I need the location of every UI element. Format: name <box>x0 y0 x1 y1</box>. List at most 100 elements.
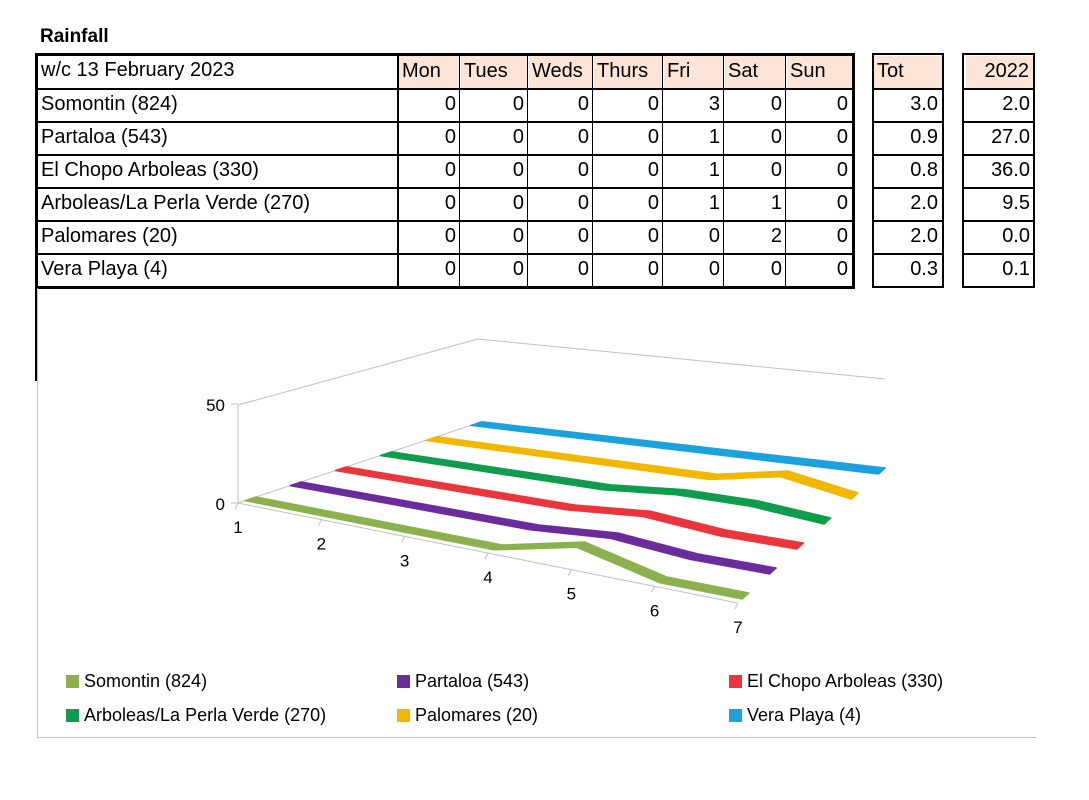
rain-value: 0 <box>708 258 720 280</box>
page-title: Rainfall <box>40 26 109 47</box>
rain-value: 0 <box>512 159 524 181</box>
row-label: Arboleas/La Perla Verde (270) <box>41 192 311 214</box>
table-border <box>962 53 1035 55</box>
row-divider <box>962 154 1035 156</box>
legend-label: Somontin (824) <box>84 671 208 691</box>
x-tick-label: 2 <box>317 535 326 554</box>
table-border <box>962 286 1035 288</box>
legend-label: Arboleas/La Perla Verde (270) <box>84 705 327 725</box>
day-header-sun: Sun <box>787 56 852 88</box>
rain-value: 0 <box>577 93 589 115</box>
column-divider <box>785 53 786 288</box>
column-divider <box>397 53 399 288</box>
rain-value: 0 <box>512 192 524 214</box>
week-label: w/c 13 February 2023 <box>41 59 235 81</box>
rain-value: 1 <box>770 192 782 214</box>
rain-value: 0 <box>647 258 659 280</box>
total-value: 2.0 <box>910 192 938 214</box>
series-ribbon-2 <box>289 481 777 575</box>
row-divider <box>872 154 944 156</box>
day-header-weds: Weds <box>529 56 593 88</box>
prev-year-value: 36.0 <box>991 159 1030 181</box>
column-divider <box>872 53 874 288</box>
legend-item: Palomares (20) <box>397 704 538 726</box>
x-tick-label: 1 <box>233 518 242 537</box>
rain-value: 0 <box>647 225 659 247</box>
rain-value: 0 <box>836 126 848 148</box>
table-border <box>872 286 944 288</box>
table-border <box>852 53 855 288</box>
rain-value: 0 <box>577 225 589 247</box>
legend-item: Arboleas/La Perla Verde (270) <box>66 704 326 726</box>
legend-swatch <box>397 675 410 688</box>
column-divider <box>962 53 964 288</box>
legend-item: Somontin (824) <box>66 670 207 692</box>
row-divider <box>35 187 855 189</box>
column-divider <box>662 53 663 288</box>
column-divider <box>459 53 460 288</box>
x-tick-mark <box>651 586 656 593</box>
rain-value: 0 <box>647 93 659 115</box>
rain-value: 0 <box>577 159 589 181</box>
prev-year-value: 9.5 <box>1002 192 1030 214</box>
rain-value: 0 <box>444 258 456 280</box>
x-tick-mark <box>234 502 239 510</box>
column-divider <box>723 53 724 288</box>
row-divider <box>872 121 944 123</box>
x-tick-label: 7 <box>733 618 742 637</box>
x-tick-label: 5 <box>567 585 576 604</box>
table-border <box>35 286 855 289</box>
rain-value: 3 <box>708 93 720 115</box>
rain-value: 0 <box>444 126 456 148</box>
rain-value: 0 <box>512 126 524 148</box>
table-border <box>872 53 944 55</box>
legend-swatch <box>729 675 742 688</box>
day-header-sat: Sat <box>725 56 786 88</box>
total-value: 2.0 <box>910 225 938 247</box>
rain-value: 1 <box>708 126 720 148</box>
rain-value: 1 <box>708 159 720 181</box>
rain-value: 0 <box>770 258 782 280</box>
total-value: 0.3 <box>910 258 938 280</box>
series-ribbon-5 <box>424 436 859 500</box>
rain-value: 0 <box>444 192 456 214</box>
legend-label: Partaloa (543) <box>415 671 530 691</box>
day-header-tues: Tues <box>461 56 528 88</box>
prev-year-value: 27.0 <box>991 126 1030 148</box>
legend-swatch <box>729 709 742 722</box>
row-label: Vera Playa (4) <box>41 258 168 280</box>
column-divider <box>942 53 944 288</box>
row-divider <box>962 253 1035 255</box>
rain-value: 0 <box>708 225 720 247</box>
total-value: 0.8 <box>910 159 938 181</box>
rain-value: 0 <box>770 126 782 148</box>
rain-value: 0 <box>512 258 524 280</box>
rain-value: 0 <box>647 159 659 181</box>
rain-value: 0 <box>770 93 782 115</box>
rain-value: 0 <box>577 126 589 148</box>
row-divider <box>35 253 855 255</box>
rain-value: 1 <box>708 192 720 214</box>
rain-value: 0 <box>836 225 848 247</box>
row-divider <box>962 220 1035 222</box>
row-label: El Chopo Arboleas (330) <box>41 159 259 181</box>
legend-swatch <box>397 709 410 722</box>
rain-value: 0 <box>577 192 589 214</box>
legend-label: El Chopo Arboleas (330) <box>747 671 944 691</box>
rain-value: 0 <box>770 159 782 181</box>
table-border <box>1033 53 1035 288</box>
row-divider <box>962 187 1035 189</box>
row-label: Partaloa (543) <box>41 126 168 148</box>
legend-swatch <box>66 675 79 688</box>
row-divider <box>35 121 855 123</box>
prev-year-value: 0.0 <box>1002 225 1030 247</box>
legend-label: Palomares (20) <box>415 705 539 725</box>
rain-value: 0 <box>836 258 848 280</box>
legend-item: Partaloa (543) <box>397 670 529 692</box>
x-tick-mark <box>317 519 322 526</box>
rain-value: 0 <box>512 225 524 247</box>
prev-year-header: 2022 <box>966 56 1033 88</box>
x-tick-mark <box>734 602 739 610</box>
rain-value: 0 <box>647 126 659 148</box>
series-ribbon-6 <box>470 421 886 475</box>
